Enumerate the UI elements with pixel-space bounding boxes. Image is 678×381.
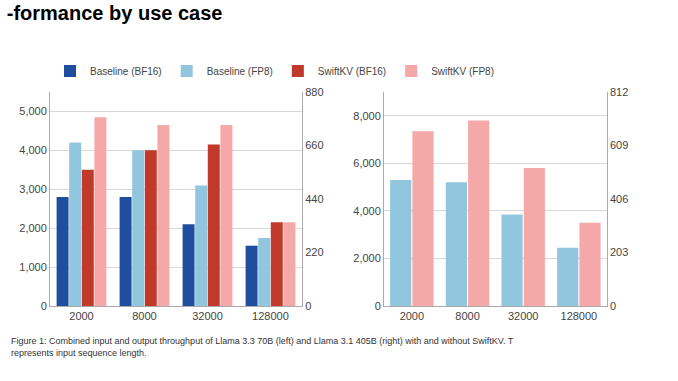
svg-text:1,000: 1,000	[19, 261, 47, 273]
svg-text:32000: 32000	[508, 310, 539, 322]
svg-text:2000: 2000	[69, 310, 93, 322]
svg-text:880: 880	[305, 86, 323, 98]
svg-text:4,000: 4,000	[353, 205, 381, 217]
svg-text:128000: 128000	[252, 310, 289, 322]
svg-text:2000: 2000	[400, 310, 424, 322]
svg-text:0: 0	[375, 300, 381, 312]
svg-text:Baseline (FP8): Baseline (FP8)	[207, 66, 273, 77]
svg-text:8000: 8000	[132, 310, 156, 322]
svg-text:220: 220	[305, 246, 323, 258]
svg-text:Figure 1: Combined input and o: Figure 1: Combined input and output thro…	[11, 336, 514, 358]
svg-text:812: 812	[610, 86, 628, 98]
svg-text:6,000: 6,000	[353, 157, 381, 169]
svg-text:203: 203	[610, 246, 628, 258]
svg-text:8,000: 8,000	[353, 110, 381, 122]
svg-text:3,000: 3,000	[19, 183, 47, 195]
svg-text:2,000: 2,000	[19, 222, 47, 234]
svg-text:0: 0	[610, 300, 616, 312]
svg-text:0: 0	[305, 300, 311, 312]
svg-text:406: 406	[610, 193, 628, 205]
svg-text:Baseline (BF16): Baseline (BF16)	[90, 66, 162, 77]
svg-text:32000: 32000	[192, 310, 223, 322]
svg-text:0: 0	[41, 300, 47, 312]
svg-text:SwiftKV (BF16): SwiftKV (BF16)	[318, 66, 386, 77]
svg-text:4,000: 4,000	[19, 144, 47, 156]
svg-text:440: 440	[305, 193, 323, 205]
svg-text:8000: 8000	[455, 310, 479, 322]
svg-text:609: 609	[610, 139, 628, 151]
svg-text:2,000: 2,000	[353, 252, 381, 264]
svg-text:5,000: 5,000	[19, 105, 47, 117]
svg-text:660: 660	[305, 139, 323, 151]
svg-text:SwiftKV (FP8): SwiftKV (FP8)	[431, 66, 494, 77]
svg-text:128000: 128000	[561, 310, 598, 322]
svg-text:-formance by use case: -formance by use case	[7, 2, 223, 24]
